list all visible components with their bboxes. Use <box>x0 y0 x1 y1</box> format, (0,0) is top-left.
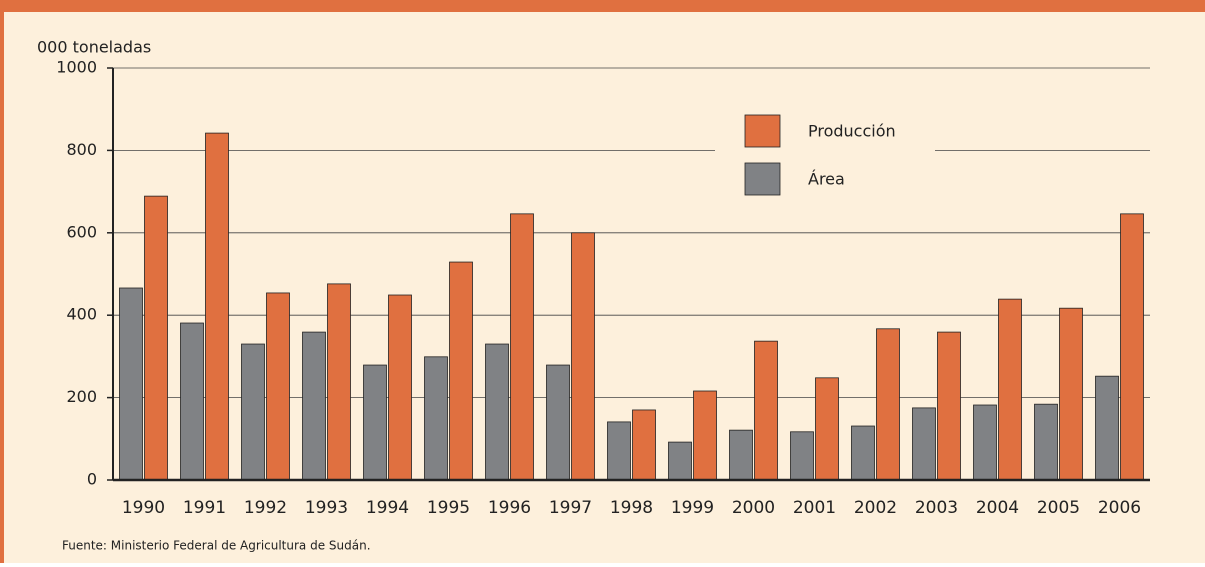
y-tick-label: 0 <box>87 470 97 489</box>
y-tick-label: 1000 <box>56 58 97 77</box>
bar <box>424 356 448 481</box>
bar <box>754 340 778 481</box>
bar <box>693 390 717 481</box>
y-tick-label: 800 <box>66 140 97 159</box>
y-tick-label: 400 <box>66 305 97 324</box>
bar <box>144 195 168 481</box>
x-tick-label: 1990 <box>122 498 165 518</box>
x-tick-label: 2001 <box>793 498 836 518</box>
x-tick-label: 1998 <box>610 498 653 518</box>
legend-swatch <box>744 162 781 196</box>
y-tick-label: 600 <box>66 222 97 241</box>
left-border <box>0 12 4 563</box>
y-tick-label: 200 <box>66 387 97 406</box>
bar <box>302 331 326 481</box>
bar <box>180 322 204 481</box>
bar <box>327 283 351 481</box>
bar <box>668 441 692 481</box>
bar <box>912 407 936 481</box>
x-tick-label: 1991 <box>183 498 226 518</box>
bar <box>815 377 839 481</box>
bar <box>790 431 814 481</box>
x-tick-label: 2002 <box>854 498 897 518</box>
bar <box>632 409 656 481</box>
bar <box>449 261 473 481</box>
source-note: Fuente: Ministerio Federal de Agricultur… <box>62 539 371 553</box>
x-tick-label: 1996 <box>488 498 531 518</box>
x-tick-label: 2004 <box>976 498 1019 518</box>
x-tick-label: 2006 <box>1098 498 1141 518</box>
bar <box>1034 403 1058 481</box>
x-tick-label: 1992 <box>244 498 287 518</box>
legend-label: Área <box>808 170 845 189</box>
top-band <box>0 0 1205 12</box>
x-tick-label: 2005 <box>1037 498 1080 518</box>
bar <box>998 298 1022 481</box>
legend-swatch <box>744 114 781 148</box>
bar <box>363 364 387 481</box>
bar <box>729 429 753 481</box>
bar <box>1059 307 1083 481</box>
bar <box>607 421 631 481</box>
bar <box>388 294 412 481</box>
bar <box>205 132 229 481</box>
axis-unit: 000 toneladas <box>37 38 151 57</box>
bar <box>1120 213 1144 481</box>
bar <box>546 364 570 481</box>
bar <box>510 213 534 481</box>
bar <box>1095 375 1119 481</box>
x-tick-label: 1993 <box>305 498 348 518</box>
x-tick-label: 1997 <box>549 498 592 518</box>
legend-label: Producción <box>808 122 896 141</box>
bar <box>937 331 961 481</box>
bar <box>485 343 509 481</box>
x-tick-label: 1994 <box>366 498 409 518</box>
bar <box>571 232 595 481</box>
x-tick-label: 1995 <box>427 498 470 518</box>
x-tick-label: 1999 <box>671 498 714 518</box>
x-tick-label: 2000 <box>732 498 775 518</box>
x-tick-label: 2003 <box>915 498 958 518</box>
bar <box>241 343 265 481</box>
bar <box>851 425 875 481</box>
bar <box>876 328 900 481</box>
bar <box>973 404 997 481</box>
bar <box>119 287 143 481</box>
bar <box>266 292 290 481</box>
